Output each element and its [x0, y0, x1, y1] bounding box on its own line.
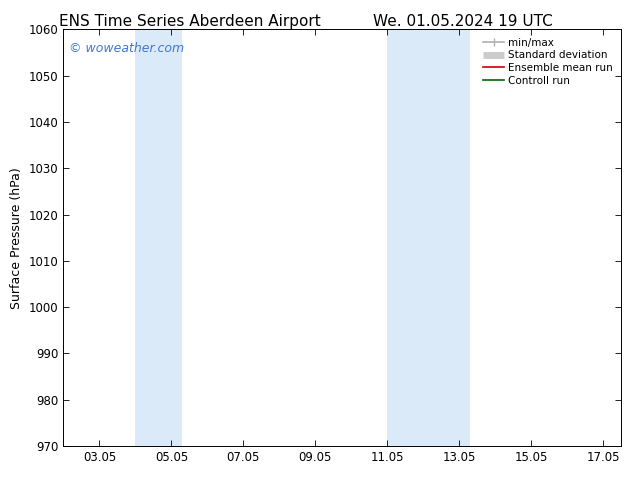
Bar — [136, 29, 182, 446]
Text: We. 01.05.2024 19 UTC: We. 01.05.2024 19 UTC — [373, 14, 553, 29]
Legend: min/max, Standard deviation, Ensemble mean run, Controll run: min/max, Standard deviation, Ensemble me… — [480, 35, 616, 89]
Y-axis label: Surface Pressure (hPa): Surface Pressure (hPa) — [10, 167, 23, 309]
Text: © woweather.com: © woweather.com — [69, 42, 184, 55]
Text: ENS Time Series Aberdeen Airport: ENS Time Series Aberdeen Airport — [60, 14, 321, 29]
Bar — [387, 29, 470, 446]
